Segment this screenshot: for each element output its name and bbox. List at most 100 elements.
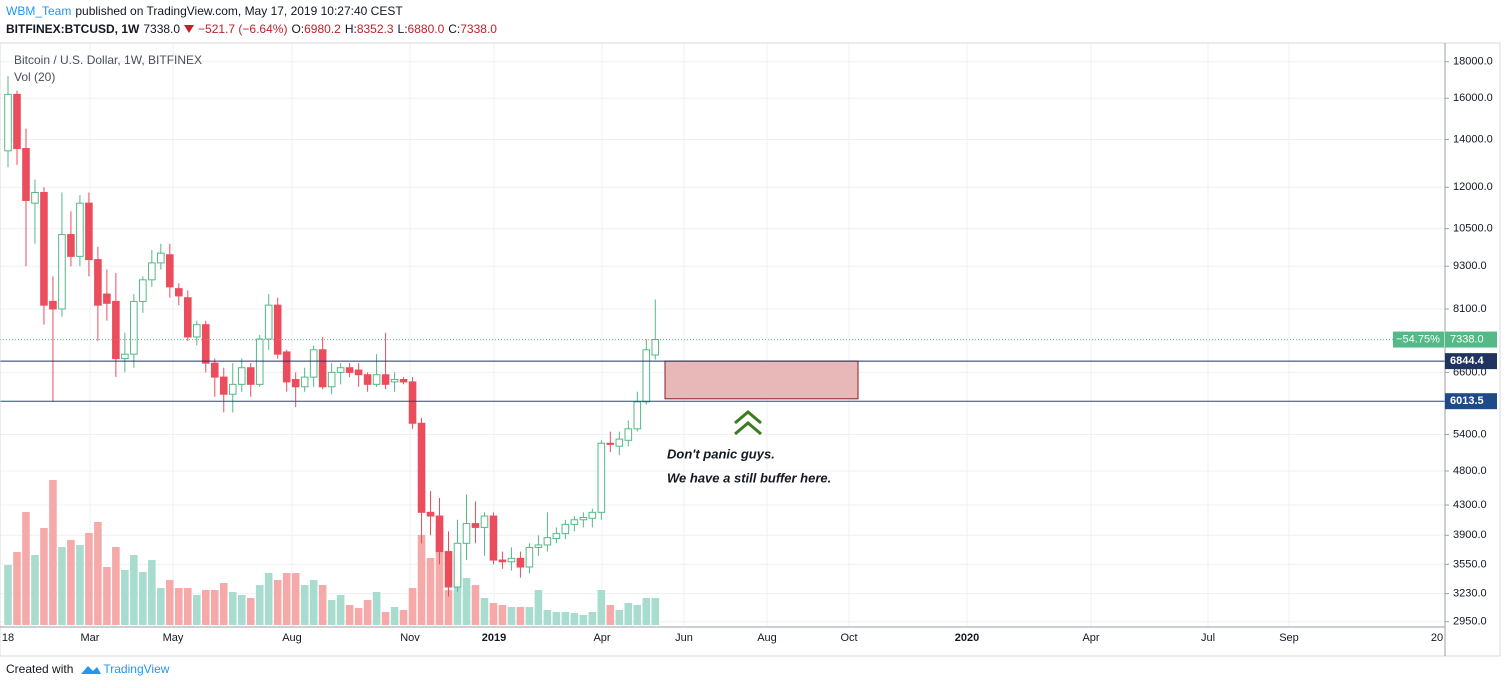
x-tick-label: Apr [1082,632,1099,644]
x-tick-label: May [163,632,184,644]
candle-body [130,300,138,355]
quote-line: BITFINEX:BTCUSD, 1W 7338.0 −521.7 (−6.64… [6,22,497,36]
y-tick-label: 4300.0 [1453,499,1487,511]
candle-body [597,442,606,513]
volume-bar [210,590,219,625]
change-badge [1393,331,1444,348]
candle-body [381,374,390,385]
x-tick-label: Apr [593,632,610,644]
y-tick-label: 18000.0 [1453,56,1493,68]
x-tick-label: Jul [1201,632,1215,644]
volume-bar [570,613,579,625]
h-key: H: [344,22,357,36]
c-value: 7338.0 [460,22,497,36]
note: Don't panic guys. [667,446,775,461]
volume-bar [588,612,597,625]
candle-body [103,293,111,304]
volume-bar [435,528,444,625]
chevron [734,410,762,425]
candle-body [543,537,552,546]
volume-bar [49,480,57,625]
x-tick-label: Oct [840,632,857,644]
volume-bar [462,578,471,625]
candle-body [624,428,633,441]
candle-body [615,438,624,447]
candle-body [588,511,597,519]
candle-body [471,523,480,528]
change: −521.7 (−6.64%) [198,22,288,36]
volume-bar [417,535,426,625]
volume-bar [94,522,102,625]
volume-bar [480,598,489,625]
y-tick-label: 3550.0 [1453,558,1487,570]
volume-bar [552,612,561,625]
change-label: −54.75% [1396,333,1440,345]
y-tick-label: 16000.0 [1453,92,1493,104]
volume-bar [444,590,453,625]
candle-body [76,202,84,257]
candle-body [121,353,129,360]
candle-body [561,523,570,535]
volume-bar [166,580,174,625]
x-tick-label: 2019 [482,632,506,644]
brand[interactable]: TradingView [103,662,170,676]
candle-body [579,517,588,521]
candle-body [390,378,399,383]
volume-bar [291,573,300,625]
note: We have a still buffer here. [667,470,831,485]
volume-bar [507,607,516,625]
y-tick-label: 8100.0 [1453,303,1487,315]
volume-bar [175,588,183,625]
candle-body [192,324,201,338]
volume-label: Vol (20) [14,70,55,84]
candle-body [318,349,327,388]
volume-bar [282,573,291,625]
volume-bar [157,588,165,625]
x-tick-label: Sep [1279,632,1299,644]
candle-body [112,300,120,360]
y-tick-label: 10500.0 [1453,223,1493,235]
candle-body [148,262,156,281]
volume-bar [112,547,120,625]
volume-bar [597,590,606,625]
candle-body [282,351,291,383]
c-key: C: [448,22,461,36]
candle-body [139,279,147,302]
volume-bar [139,572,147,625]
volume-bar [103,567,111,625]
y-tick-label: 3900.0 [1453,529,1487,541]
volume-bar [184,588,192,625]
y-tick-label: 9300.0 [1453,260,1487,272]
candle-body [94,259,102,306]
volume-bar [22,512,30,625]
candle-body [489,515,498,561]
candle-body [426,511,435,517]
logo [81,666,102,674]
x-tick-label: Aug [282,632,302,644]
candle-body [300,376,309,388]
candle-body [651,339,660,356]
candle-body [264,304,273,340]
candle-body [327,371,336,388]
buffer-box [664,360,859,400]
x-tick-label: Aug [757,632,777,644]
candle-body [453,542,462,588]
candle-body [228,383,237,395]
volume-bar [363,600,372,625]
candle-body [309,349,318,378]
volume-bar [13,552,21,625]
candle-body [642,349,651,403]
y-tick-label: 5400.0 [1453,428,1487,440]
candle-body [345,367,354,373]
candle-body [175,288,183,297]
candle-body [363,374,372,385]
volume-bar [76,545,84,625]
volume-bar [318,585,327,625]
candle-body [444,551,453,588]
author[interactable]: WBM_Team [6,4,72,18]
volume-bar [534,590,543,625]
x-tick-label: Jun [675,632,693,644]
candle-body [255,338,264,385]
l-key: L: [397,22,408,36]
volume-bar [40,528,48,625]
